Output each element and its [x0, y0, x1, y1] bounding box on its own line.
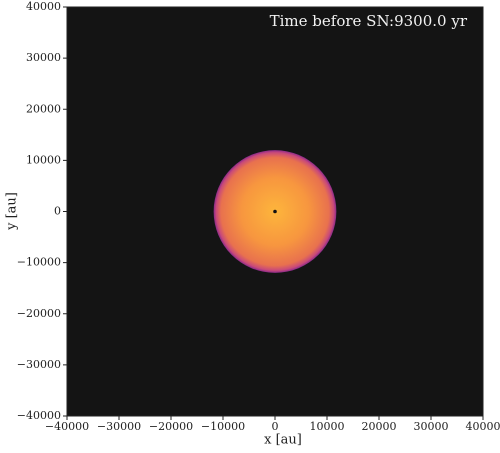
- y-tick-label: 0: [54, 205, 61, 218]
- x-tick-label: −10000: [201, 420, 245, 433]
- x-tick-label: 10000: [310, 420, 345, 433]
- y-tick-label: −10000: [17, 256, 61, 269]
- x-axis-label: x [au]: [264, 433, 302, 448]
- y-tick-label: 40000: [26, 0, 61, 13]
- y-tick-label: −20000: [17, 307, 61, 320]
- y-tick-label: 20000: [26, 102, 61, 115]
- core: [273, 209, 277, 214]
- y-tick-label: −30000: [17, 358, 61, 371]
- y-tick-label: 30000: [26, 51, 61, 64]
- x-tick-label: −40000: [45, 420, 89, 433]
- x-tick-label: 40000: [466, 420, 500, 433]
- x-tick-label: −30000: [97, 420, 141, 433]
- y-tick-label: 10000: [26, 153, 61, 166]
- plot-frame: [66, 6, 484, 417]
- y-tick-label: −40000: [17, 409, 61, 422]
- x-tick-label: 30000: [414, 420, 449, 433]
- annotation: Time before SN:9300.0 yr: [270, 12, 468, 30]
- x-tick-label: 0: [272, 420, 279, 433]
- x-tick-label: 20000: [362, 420, 397, 433]
- y-axis-label: y [au]: [5, 192, 20, 231]
- x-tick-label: −20000: [149, 420, 193, 433]
